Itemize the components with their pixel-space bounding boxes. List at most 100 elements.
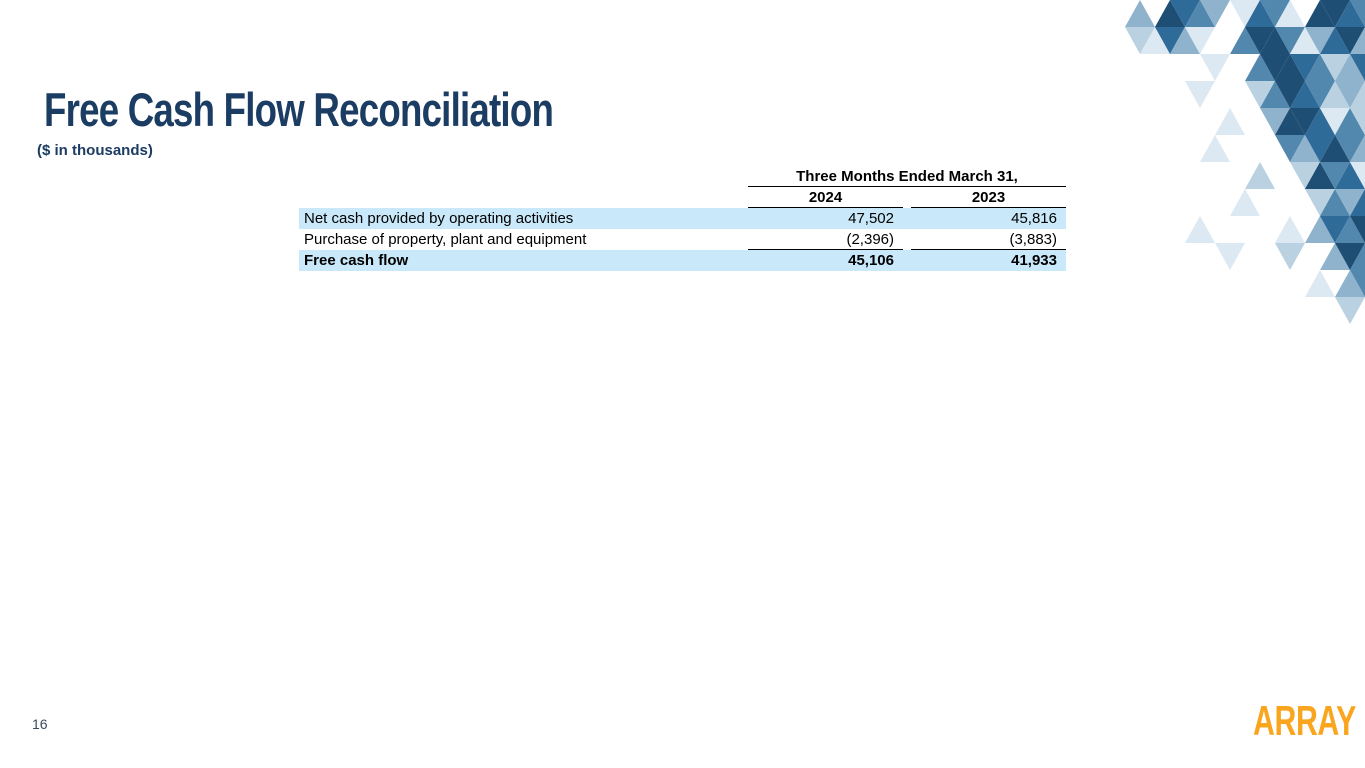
triangle-shape: [1275, 108, 1305, 135]
triangle-shape: [1200, 135, 1230, 162]
triangle-shape: [1320, 162, 1350, 189]
triangle-shape: [1185, 0, 1215, 27]
triangle-shape: [1275, 216, 1305, 243]
triangle-shape: [1230, 27, 1260, 54]
triangle-shape: [1335, 108, 1365, 135]
triangle-mosaic-decoration: [1125, 0, 1365, 324]
triangle-shape: [1350, 270, 1365, 297]
triangle-shape: [1290, 135, 1320, 162]
table-spacer: [299, 166, 748, 187]
triangle-shape: [1245, 81, 1275, 108]
triangle-shape: [1320, 108, 1350, 135]
triangle-shape: [1320, 27, 1350, 54]
triangle-shape: [1275, 243, 1305, 270]
triangle-shape: [1350, 54, 1365, 81]
table-cell-value-2023: (3,883): [911, 229, 1066, 250]
triangle-shape: [1125, 27, 1155, 54]
triangle-shape: [1335, 270, 1365, 297]
table-cell-value-2024: (2,396): [748, 229, 903, 250]
triangle-shape: [1320, 0, 1350, 27]
triangle-shape: [1155, 27, 1185, 54]
triangle-shape: [1350, 162, 1365, 189]
triangle-shape: [1230, 0, 1260, 27]
triangle-shape: [1305, 135, 1335, 162]
table-cell-value-2024: 45,106: [748, 250, 903, 271]
table-row-label: Net cash provided by operating activitie…: [299, 208, 748, 229]
triangle-shape: [1305, 189, 1335, 216]
table-group-header: Three Months Ended March 31,: [748, 166, 1066, 187]
units-subtitle: ($ in thousands): [37, 142, 153, 159]
table-column-gap: [903, 250, 911, 271]
triangle-shape: [1350, 189, 1365, 216]
triangle-shape: [1260, 27, 1290, 54]
page-number: 16: [32, 716, 48, 732]
triangle-shape: [1335, 297, 1365, 324]
triangle-shape: [1320, 243, 1350, 270]
triangle-shape: [1305, 27, 1335, 54]
triangle-shape: [1245, 54, 1275, 81]
triangle-shape: [1305, 108, 1335, 135]
triangle-shape: [1335, 243, 1365, 270]
triangle-shape: [1290, 162, 1320, 189]
triangle-shape: [1305, 0, 1335, 27]
table-spacer: [299, 187, 748, 208]
triangle-shape: [1335, 0, 1365, 27]
triangle-shape: [1350, 216, 1365, 243]
triangle-shape: [1290, 27, 1320, 54]
triangle-shape: [1170, 27, 1200, 54]
triangle-shape: [1305, 216, 1335, 243]
triangle-shape: [1125, 0, 1155, 27]
triangle-shape: [1305, 270, 1335, 297]
triangle-shape: [1260, 0, 1290, 27]
triangle-shape: [1350, 243, 1365, 270]
column-header-2024: 2024: [748, 187, 903, 208]
triangle-shape: [1290, 81, 1320, 108]
triangle-shape: [1140, 27, 1170, 54]
triangle-shape: [1305, 81, 1335, 108]
triangle-shape: [1245, 27, 1275, 54]
triangle-shape: [1275, 27, 1305, 54]
triangle-shape: [1275, 81, 1305, 108]
triangle-shape: [1320, 216, 1350, 243]
triangle-shape: [1335, 81, 1365, 108]
triangle-shape: [1260, 108, 1290, 135]
triangle-shape: [1275, 0, 1305, 27]
table-row-label: Free cash flow: [299, 250, 748, 271]
triangle-shape: [1335, 135, 1365, 162]
triangle-shape: [1320, 135, 1350, 162]
triangle-shape: [1305, 54, 1335, 81]
table-cell-value-2023: 45,816: [911, 208, 1066, 229]
triangle-shape: [1335, 27, 1365, 54]
triangle-shape: [1320, 189, 1350, 216]
table-spacer: [903, 187, 911, 208]
triangle-shape: [1185, 27, 1215, 54]
triangle-shape: [1335, 216, 1365, 243]
triangle-shape: [1350, 108, 1365, 135]
page-title: Free Cash Flow Reconciliation: [44, 83, 554, 136]
table-cell-value-2024: 47,502: [748, 208, 903, 229]
array-logo: ARRAY: [1253, 697, 1356, 744]
column-header-2023: 2023: [911, 187, 1066, 208]
triangle-shape: [1290, 108, 1320, 135]
triangle-shape: [1200, 0, 1230, 27]
table-row-label: Purchase of property, plant and equipmen…: [304, 231, 587, 248]
triangle-shape: [1275, 135, 1305, 162]
triangle-shape: [1275, 54, 1305, 81]
triangle-shape: [1350, 27, 1365, 54]
table-cell-value-2023: 41,933: [911, 250, 1066, 271]
triangle-shape: [1215, 243, 1245, 270]
triangle-shape: [1245, 0, 1275, 27]
triangle-shape: [1335, 54, 1365, 81]
triangle-shape: [1350, 0, 1365, 27]
triangle-shape: [1170, 0, 1200, 27]
triangle-shape: [1350, 81, 1365, 108]
triangle-shape: [1305, 162, 1335, 189]
triangle-shape: [1320, 54, 1350, 81]
triangle-shape: [1155, 0, 1185, 27]
triangle-shape: [1290, 54, 1320, 81]
triangle-shape: [1245, 162, 1275, 189]
triangle-shape: [1260, 54, 1290, 81]
triangle-shape: [1215, 108, 1245, 135]
triangle-shape: [1260, 81, 1290, 108]
table-column-gap: [903, 208, 911, 229]
